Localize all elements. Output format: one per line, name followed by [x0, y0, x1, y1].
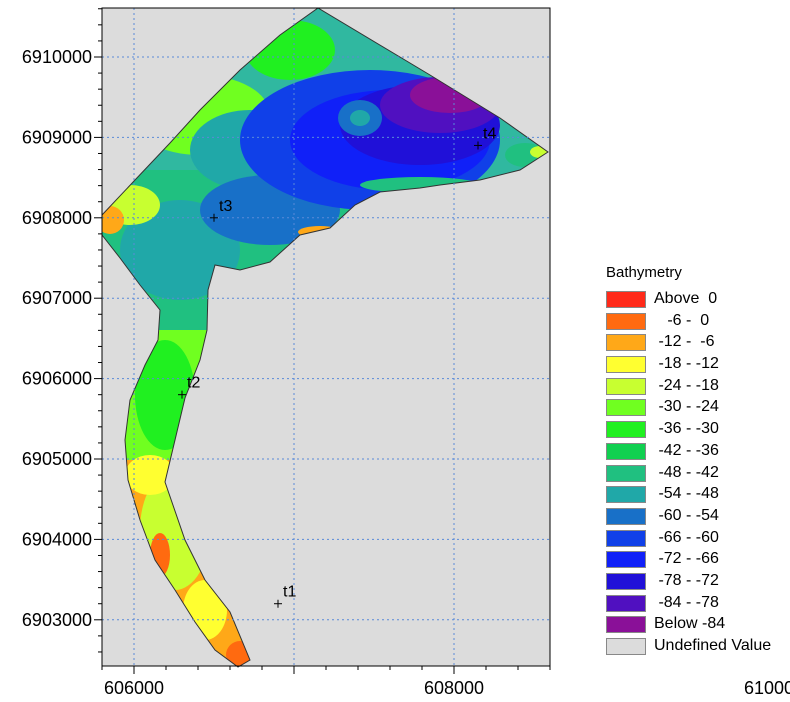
- legend-title: Bathymetry: [606, 264, 682, 281]
- y-tick-label: 6908000: [22, 208, 92, 228]
- x-tick-label: 606000: [104, 678, 164, 698]
- legend-item: -12 - -6: [604, 332, 790, 354]
- legend-item: Below -84: [604, 614, 790, 636]
- y-tick-label: 6907000: [22, 288, 92, 308]
- legend-label: -24 - -18: [654, 376, 719, 394]
- station-label: t1: [283, 584, 296, 601]
- station-marker: t4: [474, 125, 496, 150]
- legend-label: -36 - -30: [654, 420, 719, 438]
- legend-swatch: [606, 638, 646, 655]
- legend-swatch: [606, 399, 646, 417]
- legend-swatch: [606, 356, 646, 374]
- legend-label: -48 - -42: [654, 463, 719, 481]
- legend-swatch: [606, 464, 646, 482]
- legend-label: -42 - -36: [654, 441, 719, 459]
- legend-swatch: [606, 421, 646, 439]
- legend-label: -30 - -24: [654, 398, 719, 416]
- legend-item: -48 - -42: [604, 463, 790, 485]
- legend-swatch: [606, 291, 646, 308]
- legend-list: Above 0 -6 - 0 -12 - -6 -18 - -12 -24 - …: [604, 289, 790, 658]
- legend-item: -36 - -30: [604, 419, 790, 441]
- legend-label: -72 - -66: [654, 550, 719, 568]
- y-tick-label: 6910000: [22, 47, 92, 67]
- legend-label: -84 - -78: [654, 593, 719, 611]
- legend-swatch: [606, 486, 646, 504]
- legend-label: -18 - -12: [654, 355, 719, 373]
- legend-item: -54 - -48: [604, 484, 790, 506]
- station-label: t3: [219, 198, 232, 215]
- legend-label: -54 - -48: [654, 485, 719, 503]
- legend-label: Above 0: [654, 290, 718, 307]
- legend-swatch: [606, 334, 646, 352]
- legend-label: Below -84: [654, 615, 726, 633]
- legend-swatch: [606, 616, 646, 634]
- station-marker: t1: [274, 584, 296, 608]
- legend-label: -78 - -72: [654, 571, 719, 589]
- legend-label: -60 - -54: [654, 506, 719, 524]
- legend-item: -60 - -54: [604, 506, 790, 528]
- legend-item: -6 - 0: [604, 311, 790, 333]
- legend-label: Undefined Value: [654, 637, 772, 654]
- legend-label: -66 - -60: [654, 528, 719, 546]
- legend-item: -24 - -18: [604, 376, 790, 398]
- x-tick-label: 610000: [744, 678, 790, 698]
- legend-swatch: [606, 551, 646, 569]
- legend-swatch: [606, 594, 646, 612]
- legend-item: -18 - -12: [604, 354, 790, 376]
- legend-item: -66 - -60: [604, 528, 790, 550]
- legend-swatch: [606, 507, 646, 525]
- legend-item: -84 - -78: [604, 593, 790, 615]
- station-label: t4: [483, 125, 496, 142]
- y-tick-label: 6906000: [22, 369, 92, 389]
- lake-outline: [101, 7, 549, 668]
- y-tick-label: 6905000: [22, 449, 92, 469]
- legend-item: -42 - -36: [604, 441, 790, 463]
- legend: Bathymetry Above 0 -6 - 0 -12 - -6 -18 -…: [604, 264, 790, 658]
- y-tick-label: 6909000: [22, 127, 92, 147]
- legend-item: -72 - -66: [604, 549, 790, 571]
- y-tick-label: 6903000: [22, 610, 92, 630]
- station-marker: t2: [178, 375, 200, 399]
- station-marker: t3: [210, 198, 232, 222]
- station-markers: t1 t2 t3 t4: [178, 125, 496, 608]
- axis-ticks: 606000 608000 610000 6910000 6909000 6908000 6…: [22, 8, 790, 698]
- legend-swatch: [606, 442, 646, 460]
- legend-swatch: [606, 377, 646, 395]
- legend-swatch: [606, 572, 646, 590]
- legend-swatch: [606, 529, 646, 547]
- legend-item: Undefined Value: [604, 636, 790, 658]
- y-tick-label: 6904000: [22, 529, 92, 549]
- legend-label: -6 - 0: [654, 311, 710, 329]
- x-tick-label: 608000: [424, 678, 484, 698]
- legend-item: -78 - -72: [604, 571, 790, 593]
- station-label: t2: [187, 375, 200, 392]
- legend-label: -12 - -6: [654, 333, 715, 351]
- legend-item: Above 0: [604, 289, 790, 311]
- legend-item: -30 - -24: [604, 397, 790, 419]
- legend-swatch: [606, 312, 646, 330]
